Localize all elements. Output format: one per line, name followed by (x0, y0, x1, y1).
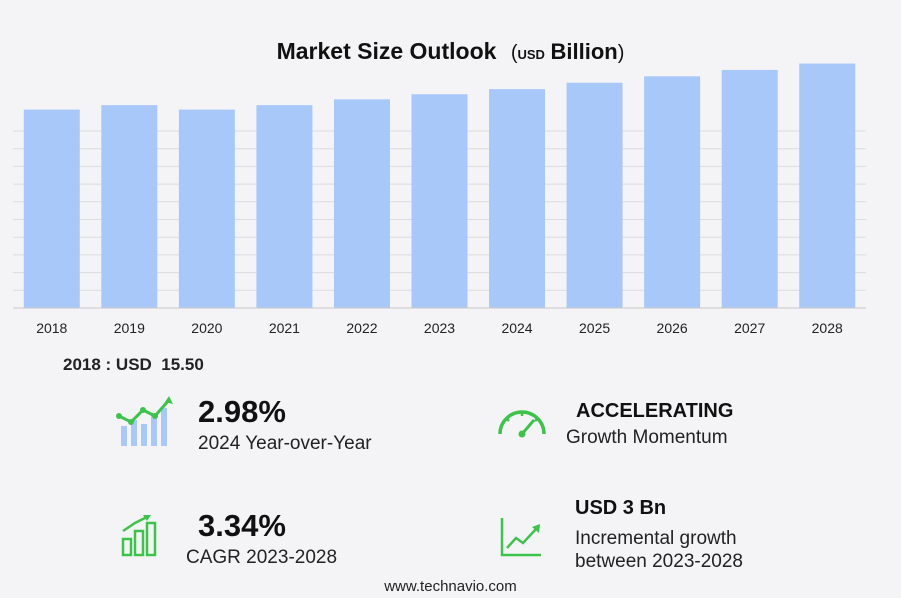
bar-2026 (644, 76, 701, 308)
x-tick-label: 2028 (812, 320, 843, 336)
source-url: www.technavio.com (384, 578, 517, 595)
bar-2022 (333, 99, 390, 308)
yoy-value: 2.98% (198, 394, 286, 429)
stat-incremental: USD 3 Bn Incremental growth between 2023… (575, 498, 743, 574)
cagr-label: CAGR 2023-2028 (186, 547, 338, 568)
bar-2020 (178, 109, 235, 308)
base-year-label: 2018 : USD 15.50 (63, 355, 204, 374)
x-tick-label: 2020 (191, 320, 222, 336)
yoy-label: 2024 Year-over-Year (198, 433, 372, 454)
stat-cagr: 3.34% CAGR 2023-2028 (186, 510, 337, 570)
bar-2028 (799, 63, 856, 308)
cagr-value: 3.34% (198, 508, 286, 543)
trend-line-icon (500, 518, 541, 557)
speedometer-icon (498, 410, 546, 438)
bar-2019 (101, 105, 158, 309)
bar-2027 (721, 69, 778, 308)
stat-yoy: 2.98% 2024 Year-over-Year (198, 396, 372, 456)
x-tick-label: 2022 (346, 320, 377, 336)
title-unit: (USD Billion) (510, 39, 625, 64)
bar-chart: 2018 2019 2020 2021 2022 2023 2024 2025 2026 2027… (13, 63, 866, 336)
bar-2018 (23, 109, 80, 308)
x-tick-label: 2018 (36, 320, 67, 336)
x-tick-label: 2025 (579, 320, 610, 336)
x-tick-label: 2021 (269, 320, 300, 336)
momentum-label: Growth Momentum (566, 427, 728, 448)
x-tick-label: 2023 (424, 320, 455, 336)
incremental-label-1: Incremental growth (575, 528, 737, 549)
momentum-value: ACCELERATING (576, 400, 734, 422)
bar-2021 (256, 105, 313, 309)
x-tick-label: 2024 (501, 320, 532, 336)
bar-2023 (411, 94, 468, 309)
incremental-label-2: between 2023-2028 (575, 550, 743, 572)
stat-momentum: ACCELERATING Growth Momentum (566, 401, 733, 450)
bar-growth-icon (121, 515, 157, 557)
x-tick-label: 2027 (734, 320, 765, 336)
growth-chart-icon (116, 396, 173, 446)
chart-title: Market Size Outlook (USD Billion) (0, 38, 901, 65)
incremental-value: USD 3 Bn (575, 497, 667, 519)
bar-2024 (489, 89, 546, 309)
x-tick-label: 2019 (114, 320, 145, 336)
bar-2025 (566, 82, 623, 308)
x-tick-label: 2026 (657, 320, 688, 336)
title-main: Market Size Outlook (276, 38, 497, 64)
